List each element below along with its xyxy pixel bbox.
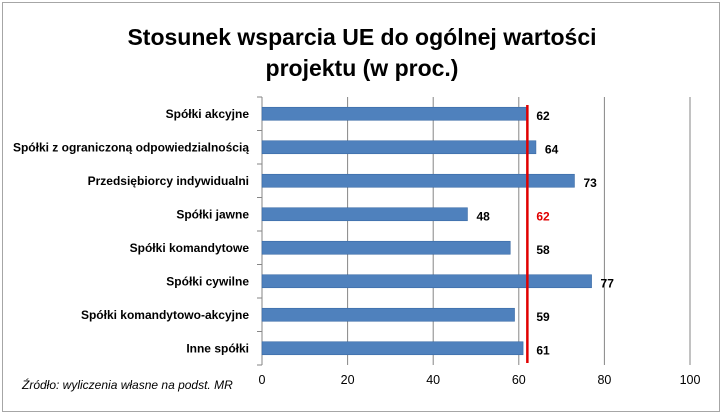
category-label-6: Spółki komandytowo-akcyjne [81,308,249,322]
bar-7 [261,341,524,356]
category-label-7: Inne spółki [186,341,249,355]
x-tick-label-1: 20 [341,373,355,387]
category-label-3: Spółki jawne [176,207,249,221]
bar-5 [261,274,592,289]
bar-3 [261,207,468,222]
bar-4 [261,240,511,255]
bar-1 [261,140,537,155]
x-tick-label-4: 80 [597,373,611,387]
bar-6 [261,307,515,322]
value-label-3: 48 [476,209,490,223]
x-tick-label-3: 60 [512,373,526,387]
category-label-0: Spółki akcyjne [166,107,250,121]
category-label-4: Spółki komandytowe [130,241,250,255]
chart-title: Stosunek wsparcia UE do ogólnej wartości… [0,22,724,84]
bar-2 [261,173,575,188]
value-label-4: 58 [536,243,550,257]
reference-line-label: 62 [536,209,550,223]
value-label-2: 73 [583,176,597,190]
category-label-5: Spółki cywilne [166,274,249,288]
chart-source-note: Źródło: wyliczenia własne na podst. MR [22,378,233,392]
x-tick-label-0: 0 [259,373,266,387]
chart-title-line-1: Stosunek wsparcia UE do ogólnej wartości [127,24,597,50]
chart-title-line-2: projektu (w proc.) [265,55,459,81]
value-label-5: 77 [601,276,615,290]
bar-0 [261,106,528,121]
category-label-2: Przedsiębiorcy indywidualni [88,174,249,188]
x-tick-label-5: 100 [680,373,701,387]
category-label-1: Spółki z ograniczoną odpowiedzialnością [13,140,249,154]
x-tick-label-2: 40 [426,373,440,387]
value-label-1: 64 [545,142,559,156]
value-label-0: 62 [536,109,550,123]
value-label-6: 59 [536,310,550,324]
value-label-7: 61 [536,343,550,357]
